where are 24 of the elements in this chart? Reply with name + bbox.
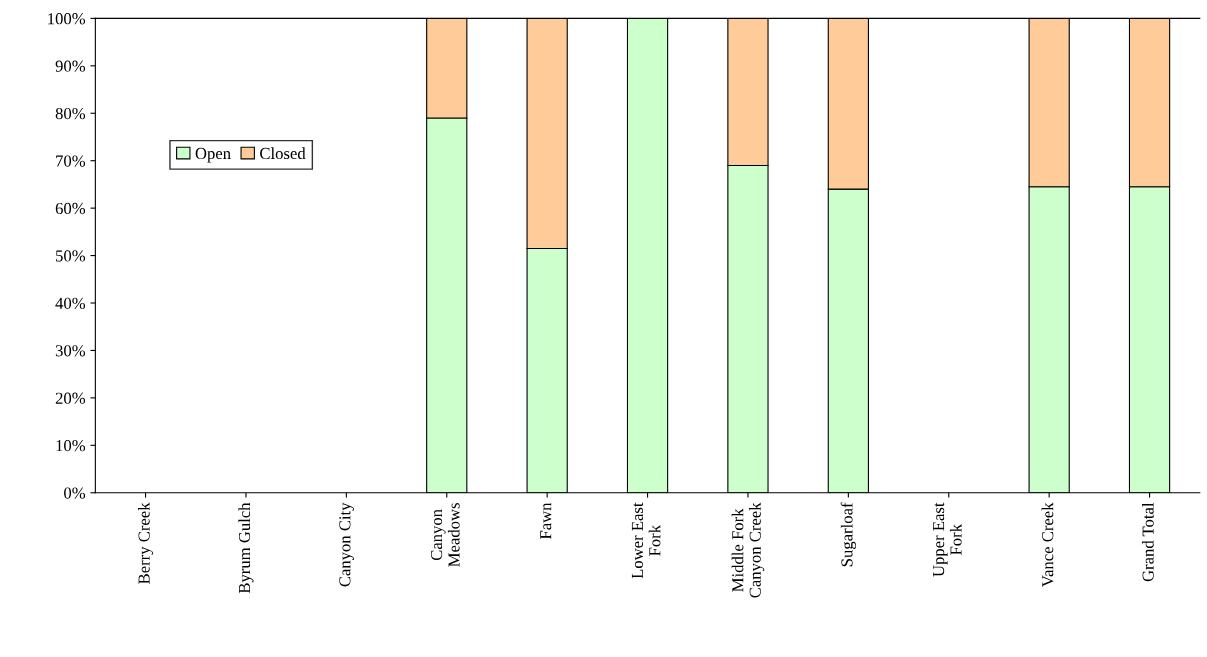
x-tick-label: Grand Total bbox=[1142, 502, 1154, 582]
y-tick-label: 60% bbox=[55, 202, 86, 215]
x-tick-label: Canyon Meadows bbox=[430, 503, 460, 567]
y-tick-label: 20% bbox=[55, 392, 86, 404]
x-tick-label: Middle Fork Canyon Creek bbox=[731, 502, 765, 598]
y-tick-label: 40% bbox=[55, 297, 86, 310]
y-tick-label: 100% bbox=[48, 13, 86, 25]
y-tick-label: 10% bbox=[56, 440, 86, 452]
y-tick-label: 70% bbox=[56, 155, 86, 167]
legend-label: Closed bbox=[260, 147, 306, 160]
x-tick-label: Canyon City bbox=[339, 502, 354, 587]
x-tick-label: Upper East Fork bbox=[933, 502, 962, 577]
x-tick-label: Lower East Fork bbox=[631, 502, 661, 579]
x-tick-label: Vance Creek bbox=[1041, 502, 1054, 587]
x-tick-label: Fawn bbox=[540, 502, 552, 540]
x-tick-label: Byrum Gulch bbox=[238, 502, 254, 594]
x-tick-label: Sugarloaf bbox=[840, 502, 857, 567]
y-tick-label: 30% bbox=[55, 345, 86, 357]
y-tick-label: 90% bbox=[55, 60, 86, 72]
x-tick-label: Berry Creek bbox=[137, 502, 154, 584]
legend-label: Open bbox=[195, 147, 231, 163]
y-tick-label: 0% bbox=[64, 487, 86, 499]
y-tick-label: 50% bbox=[56, 250, 86, 262]
y-tick-label: 80% bbox=[55, 107, 86, 120]
